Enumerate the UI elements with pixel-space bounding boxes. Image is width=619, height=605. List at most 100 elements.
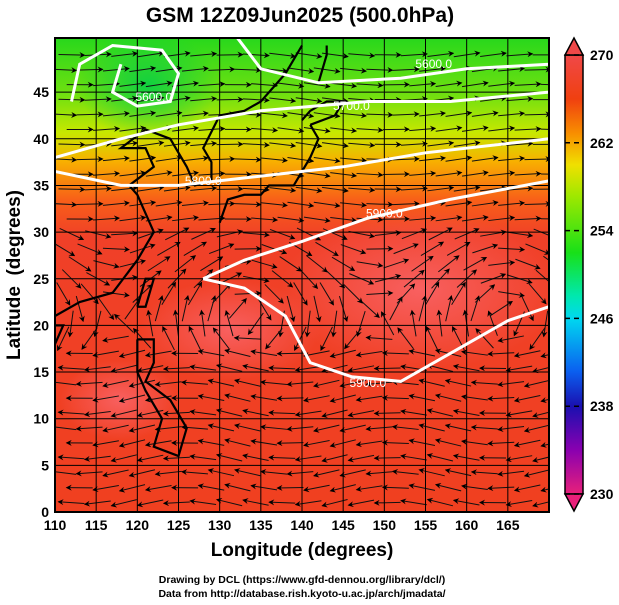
streamline-arrow bbox=[418, 468, 445, 477]
streamline-arrow bbox=[313, 156, 341, 164]
streamline-arrow bbox=[242, 141, 270, 148]
streamline-arrow bbox=[339, 424, 366, 433]
streamline-arrow bbox=[355, 350, 383, 358]
streamline-arrow bbox=[234, 156, 262, 163]
streamline-arrow bbox=[212, 327, 230, 350]
streamline-arrow bbox=[540, 128, 549, 130]
streamline-arrow bbox=[276, 350, 304, 357]
streamline-arrow bbox=[540, 83, 549, 86]
streamline-arrow bbox=[76, 111, 104, 118]
streamline-arrow bbox=[524, 66, 549, 73]
streamline-arrow bbox=[480, 185, 507, 192]
streamline-arrow bbox=[114, 313, 134, 333]
streamline-arrow bbox=[347, 454, 375, 463]
streamline-arrow bbox=[276, 395, 304, 402]
streamline-arrow bbox=[172, 170, 199, 177]
streamline-arrow bbox=[474, 284, 496, 303]
streamline-arrow bbox=[251, 127, 279, 134]
streamline-arrow bbox=[55, 379, 77, 386]
streamline-arrow bbox=[343, 284, 363, 304]
streamline-arrow bbox=[498, 65, 526, 72]
streamline-arrow bbox=[261, 244, 288, 255]
streamline-arrow bbox=[505, 499, 533, 507]
streamline-arrow bbox=[55, 111, 78, 118]
streamline-arrow bbox=[356, 171, 384, 178]
streamline-arrow bbox=[470, 424, 498, 431]
streamline-arrow bbox=[475, 328, 494, 349]
streamline-arrow bbox=[224, 482, 251, 492]
streamline-arrow bbox=[110, 409, 137, 418]
streamline-arrow bbox=[287, 201, 315, 209]
streamline-arrow bbox=[188, 325, 202, 351]
streamline-arrow bbox=[162, 325, 175, 351]
streamline-arrow bbox=[102, 379, 129, 388]
colorbar-upper-extend bbox=[563, 36, 585, 56]
streamline-arrow bbox=[286, 470, 314, 477]
streamline-arrow bbox=[295, 52, 323, 59]
colorbar-tick-label: 246 bbox=[590, 310, 614, 326]
streamline-arrow bbox=[451, 281, 466, 306]
contour-label: 5600.0 bbox=[135, 90, 172, 104]
streamline-arrow bbox=[277, 127, 305, 134]
streamline-arrow bbox=[189, 453, 217, 461]
streamline-arrow bbox=[355, 440, 383, 448]
streamline-arrow bbox=[543, 255, 549, 261]
streamline-arrow bbox=[356, 261, 384, 269]
streamline-arrow bbox=[400, 51, 428, 58]
streamline-arrow bbox=[313, 379, 340, 388]
y-tick-label: 5 bbox=[41, 457, 49, 473]
streamline-arrow bbox=[419, 65, 447, 72]
streamline-arrow bbox=[425, 325, 439, 351]
streamline-arrow bbox=[56, 282, 71, 306]
streamline-arrow bbox=[261, 112, 288, 119]
streamline-arrow bbox=[228, 297, 247, 319]
x-tick-label: 120 bbox=[126, 517, 150, 533]
streamline-arrow bbox=[389, 296, 403, 321]
streamline-arrow bbox=[233, 335, 261, 342]
streamline-arrow bbox=[470, 469, 498, 476]
streamline-arrow bbox=[146, 309, 154, 337]
streamline-arrow bbox=[55, 468, 77, 475]
colorbar-tick-label: 254 bbox=[590, 223, 614, 239]
streamline-arrow bbox=[102, 200, 130, 207]
coastline bbox=[55, 44, 303, 318]
streamline-arrow bbox=[340, 67, 367, 74]
streamline-arrow bbox=[251, 259, 278, 269]
streamline-arrow bbox=[55, 201, 78, 208]
streamline-arrow bbox=[269, 228, 296, 240]
streamline-arrow bbox=[234, 67, 262, 74]
streamline-arrow bbox=[339, 379, 366, 388]
streamline-arrow bbox=[102, 469, 129, 478]
streamline-arrow bbox=[521, 296, 534, 322]
streamline-arrow bbox=[92, 440, 119, 448]
streamline-arrow bbox=[303, 484, 330, 493]
streamline-arrow bbox=[506, 140, 534, 147]
streamline-arrow bbox=[234, 378, 261, 387]
x-tick-label: 140 bbox=[290, 517, 314, 533]
streamline-arrow bbox=[93, 215, 121, 222]
streamline-arrow bbox=[242, 52, 270, 59]
y-tick-label: 0 bbox=[41, 504, 49, 520]
streamline-arrow bbox=[154, 295, 164, 322]
x-tick-label: 125 bbox=[167, 517, 191, 533]
streamline-arrow bbox=[514, 170, 542, 177]
credit-data: Data from http://database.rish.kyoto-u.a… bbox=[158, 588, 445, 600]
streamlines bbox=[55, 50, 549, 508]
streamline-arrow bbox=[348, 186, 376, 193]
streamline-arrow bbox=[57, 454, 85, 461]
x-tick-label: 150 bbox=[373, 517, 397, 533]
streamline-arrow bbox=[425, 281, 440, 306]
streamline-arrow bbox=[129, 110, 157, 117]
x-tick-label: 165 bbox=[496, 517, 520, 533]
streamline-arrow bbox=[471, 200, 499, 207]
streamline-arrow bbox=[488, 170, 516, 177]
streamline-arrow bbox=[294, 455, 322, 463]
streamline-arrow bbox=[426, 408, 454, 417]
streamline-arrow bbox=[355, 485, 383, 492]
streamline-arrow bbox=[287, 67, 315, 74]
streamline-arrow bbox=[392, 111, 420, 118]
streamline-arrow bbox=[428, 227, 453, 241]
streamline-arrow bbox=[163, 50, 191, 58]
streamline-arrow bbox=[234, 468, 261, 477]
streamline-arrow bbox=[408, 393, 436, 402]
